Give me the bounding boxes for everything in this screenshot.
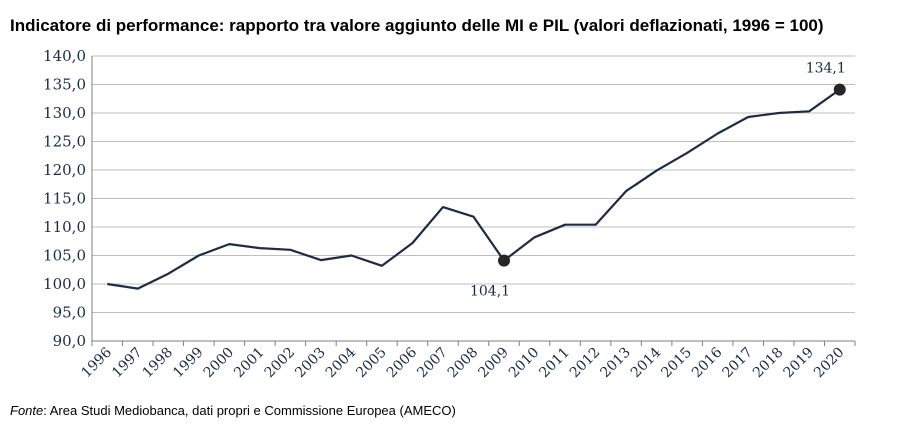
data-label: 104,1 [470, 284, 510, 300]
y-tick-label: 135,0 [43, 76, 86, 94]
x-tick-label: 2001 [231, 345, 268, 382]
y-tick-label: 95,0 [53, 304, 86, 322]
axes [91, 56, 856, 346]
x-tick-label: 2018 [750, 345, 787, 382]
x-tick-label: 2020 [811, 345, 848, 382]
x-tick-label: 2017 [719, 345, 756, 382]
y-tick-label: 140,0 [43, 47, 86, 65]
x-tick-label: 2008 [445, 345, 482, 382]
y-tick-labels: 90,0 95,0 100,0 105,0 110,0 115,0 120,0 125,0 13… [43, 47, 86, 350]
x-tick-label: 1998 [140, 345, 177, 382]
source-lead: Fonte [10, 403, 44, 418]
x-tick-label: 2005 [353, 345, 390, 382]
x-tick-label: 2007 [414, 345, 451, 382]
marker-layer [498, 83, 846, 267]
x-tick-label: 1997 [109, 345, 146, 382]
y-tick-label: 105,0 [43, 247, 86, 265]
x-tick-label: 2013 [597, 345, 634, 382]
x-tick-label: 2004 [323, 344, 360, 381]
y-tick-label: 130,0 [43, 104, 86, 122]
x-tick-label: 2015 [658, 345, 695, 382]
x-tick-label: 2016 [689, 344, 726, 381]
y-tick-label: 120,0 [43, 161, 86, 179]
y-tick-label: 110,0 [43, 218, 86, 236]
source-text: : Area Studi Mediobanca, dati propri e C… [43, 403, 456, 418]
y-tick-label: 90,0 [53, 332, 86, 350]
data-label: 134,1 [806, 61, 846, 77]
gridlines [92, 55, 855, 313]
x-tick-label: 2003 [292, 345, 329, 382]
data-label-layer: 104,1 134,1 [470, 61, 846, 300]
y-tick-label: 115,0 [43, 190, 86, 208]
series-line [107, 88, 841, 290]
data-point-marker [833, 83, 846, 96]
x-tick-label: 2014 [628, 344, 665, 381]
x-tick-labels: 1996199719981999200020012002200320042005… [79, 344, 848, 381]
y-tick-label: 125,0 [43, 133, 86, 151]
chart-title: Indicatore di performance: rapporto tra … [10, 16, 824, 35]
y-tick-label: 100,0 [43, 275, 86, 293]
x-tick-label: 1999 [170, 345, 207, 382]
x-tick-label: 2011 [536, 345, 573, 382]
data-point-marker [498, 254, 511, 267]
x-tick-label: 2019 [781, 345, 818, 382]
x-tick-label: 2006 [384, 344, 421, 381]
x-tick-label: 2012 [567, 345, 604, 382]
x-tick-label: 2002 [262, 345, 299, 382]
source-note: Fonte: Area Studi Mediobanca, dati propr… [10, 403, 456, 418]
x-tick-label: 2010 [506, 345, 543, 382]
x-tick-label: 2000 [201, 345, 238, 382]
x-tick-label: 2009 [475, 345, 512, 382]
series-layer [107, 88, 841, 290]
